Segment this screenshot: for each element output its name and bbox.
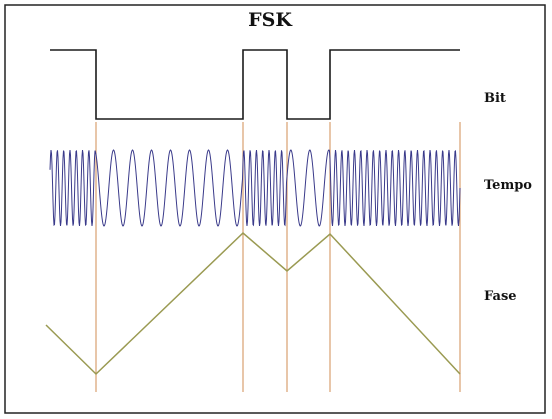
fase-label: Fase [484, 289, 517, 304]
bit-label: Bit [484, 91, 506, 106]
diagram-frame [4, 4, 546, 414]
tempo-label: Tempo [484, 178, 532, 193]
fsk-carrier-waveform [49, 149, 461, 227]
bit-waveform [50, 49, 460, 120]
diagram-title: FSK [248, 9, 293, 31]
phase-waveform [45, 231, 461, 376]
